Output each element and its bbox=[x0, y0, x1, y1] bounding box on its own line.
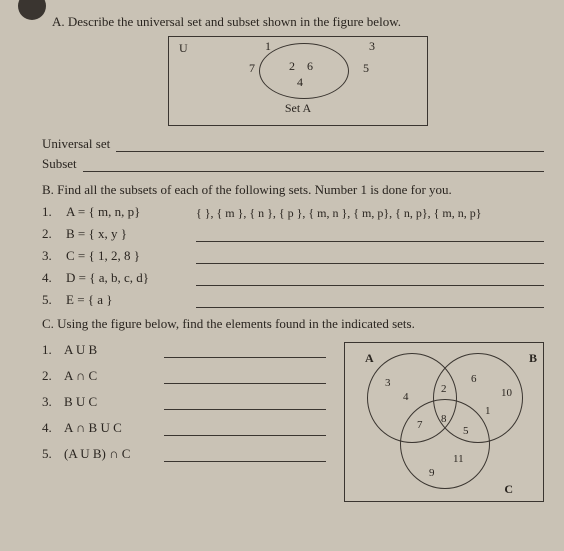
section-c-prompt: C. Using the figure below, find the elem… bbox=[42, 316, 544, 332]
subset-label: Subset bbox=[42, 156, 77, 172]
num-1: 1 bbox=[265, 39, 271, 54]
c-blank[interactable] bbox=[164, 448, 326, 462]
section-c-body: 1. A U B 2. A ∩ C 3. B U C 4. A ∩ B U C … bbox=[42, 342, 544, 502]
section-a: A. Describe the universal set and subset… bbox=[52, 14, 544, 172]
section-c-list: 1. A U B 2. A ∩ C 3. B U C 4. A ∩ B U C … bbox=[42, 342, 326, 502]
section-b: B. Find all the subsets of each of the f… bbox=[42, 182, 544, 308]
c-row-4: 4. A ∩ B U C bbox=[42, 420, 326, 436]
label-c: C bbox=[504, 482, 513, 497]
c-row-1: 1. A U B bbox=[42, 342, 326, 358]
c-num: 5. bbox=[42, 446, 56, 462]
set-a-oval bbox=[259, 43, 349, 99]
c-expr: A U B bbox=[64, 342, 156, 358]
n8: 8 bbox=[441, 413, 447, 425]
section-b-list: 1. A = { m, n, p} { }, { m }, { n }, { p… bbox=[42, 204, 544, 308]
n10: 10 bbox=[501, 387, 512, 399]
b-row-4: 4. D = { a, b, c, d} bbox=[42, 270, 544, 286]
n1: 1 bbox=[485, 405, 491, 417]
c-blank[interactable] bbox=[164, 396, 326, 410]
subset-blank[interactable] bbox=[83, 158, 544, 172]
c-num: 4. bbox=[42, 420, 56, 436]
b-set: A = { m, n, p} bbox=[66, 204, 186, 220]
u-label: U bbox=[179, 41, 188, 56]
c-expr: A ∩ B U C bbox=[64, 420, 156, 436]
b-row-3: 3. C = { 1, 2, 8 } bbox=[42, 248, 544, 264]
n9: 9 bbox=[429, 467, 435, 479]
n5: 5 bbox=[463, 425, 469, 437]
universal-blank[interactable] bbox=[116, 138, 544, 152]
b-num: 4. bbox=[42, 270, 56, 286]
n6: 6 bbox=[471, 373, 477, 385]
b-ans-blank[interactable] bbox=[196, 294, 544, 308]
b-set: C = { 1, 2, 8 } bbox=[66, 248, 186, 264]
b-row-5: 5. E = { a } bbox=[42, 292, 544, 308]
section-badge bbox=[18, 0, 46, 20]
c-expr: B U C bbox=[64, 394, 156, 410]
c-num: 1. bbox=[42, 342, 56, 358]
n3: 3 bbox=[385, 377, 391, 389]
b-row-1: 1. A = { m, n, p} { }, { m }, { n }, { p… bbox=[42, 204, 544, 220]
n11: 11 bbox=[453, 453, 464, 465]
b-ans-blank[interactable] bbox=[196, 272, 544, 286]
c-expr: A ∩ C bbox=[64, 368, 156, 384]
b-set: D = { a, b, c, d} bbox=[66, 270, 186, 286]
num-6: 6 bbox=[307, 59, 313, 74]
c-expr: (A U B) ∩ C bbox=[64, 446, 156, 462]
universal-label: Universal set bbox=[42, 136, 110, 152]
section-c: C. Using the figure below, find the elem… bbox=[42, 316, 544, 502]
num-3: 3 bbox=[369, 39, 375, 54]
label-a: A bbox=[365, 351, 374, 366]
label-b: B bbox=[529, 351, 537, 366]
b-num: 2. bbox=[42, 226, 56, 242]
section-a-prompt: A. Describe the universal set and subset… bbox=[52, 14, 544, 30]
n7: 7 bbox=[417, 419, 423, 431]
b-row-2: 2. B = { x, y } bbox=[42, 226, 544, 242]
venn-diagram-c: A B C 3 4 2 6 10 1 7 8 5 9 11 bbox=[344, 342, 544, 502]
c-blank[interactable] bbox=[164, 422, 326, 436]
b-ans-blank[interactable] bbox=[196, 228, 544, 242]
b-num: 1. bbox=[42, 204, 56, 220]
c-blank[interactable] bbox=[164, 344, 326, 358]
n2: 2 bbox=[441, 383, 447, 395]
c-row-5: 5. (A U B) ∩ C bbox=[42, 446, 326, 462]
b-num: 5. bbox=[42, 292, 56, 308]
num-4: 4 bbox=[297, 75, 303, 90]
num-2: 2 bbox=[289, 59, 295, 74]
c-row-3: 3. B U C bbox=[42, 394, 326, 410]
venn-diagram-a: U 1 7 2 6 4 3 5 Set A bbox=[168, 36, 428, 126]
num-7: 7 bbox=[249, 61, 255, 76]
num-5: 5 bbox=[363, 61, 369, 76]
b-ans: { }, { m }, { n }, { p }, { m, n }, { m,… bbox=[196, 206, 544, 220]
subset-line: Subset bbox=[42, 156, 544, 172]
c-num: 3. bbox=[42, 394, 56, 410]
c-row-2: 2. A ∩ C bbox=[42, 368, 326, 384]
set-a-label: Set A bbox=[169, 101, 427, 116]
b-set: B = { x, y } bbox=[66, 226, 186, 242]
c-blank[interactable] bbox=[164, 370, 326, 384]
b-num: 3. bbox=[42, 248, 56, 264]
universal-set-line: Universal set bbox=[42, 136, 544, 152]
n4: 4 bbox=[403, 391, 409, 403]
section-b-prompt: B. Find all the subsets of each of the f… bbox=[42, 182, 544, 198]
b-set: E = { a } bbox=[66, 292, 186, 308]
b-ans-blank[interactable] bbox=[196, 250, 544, 264]
c-num: 2. bbox=[42, 368, 56, 384]
